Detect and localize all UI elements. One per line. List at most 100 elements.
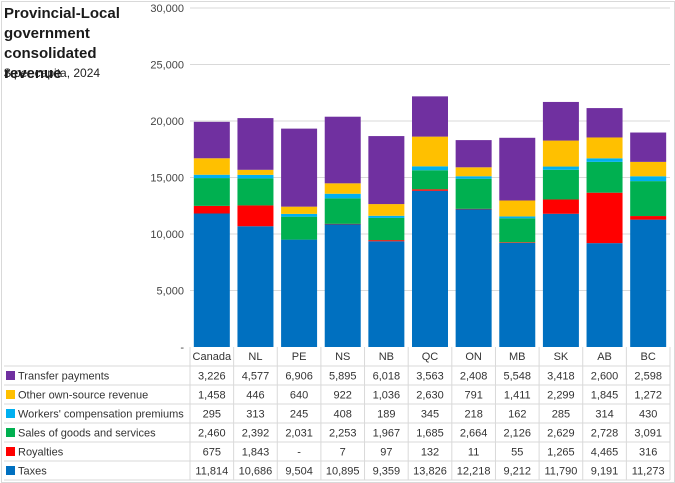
y-axis: - 5,000 10,000 15,000 20,000 25,000 30,000 bbox=[150, 3, 184, 354]
y-tick-label: 15,000 bbox=[150, 173, 184, 185]
data-label: 3,563 bbox=[416, 371, 444, 383]
bar-segment-sales-of-goods-and-services bbox=[586, 161, 623, 193]
legend-swatch-sales-of-goods-and-services bbox=[6, 428, 15, 437]
legend-swatch-transfer-payments bbox=[6, 371, 15, 380]
data-label: 162 bbox=[508, 409, 526, 421]
bar-segment-other-own-source-revenue bbox=[542, 140, 579, 167]
data-label: 9,191 bbox=[591, 466, 619, 478]
bar-segment-other-own-source-revenue bbox=[237, 169, 274, 175]
bar-segment-other-own-source-revenue bbox=[499, 200, 536, 217]
bar-segment-transfer-payments bbox=[499, 137, 536, 201]
category-label: AB bbox=[597, 351, 612, 363]
data-label: 3,418 bbox=[547, 371, 575, 383]
bar-segment-transfer-payments bbox=[586, 108, 623, 138]
bar-segment-other-own-source-revenue bbox=[281, 206, 318, 214]
bar-segment-sales-of-goods-and-services bbox=[237, 178, 274, 206]
data-label: 13,826 bbox=[413, 466, 447, 478]
data-label: 345 bbox=[421, 409, 439, 421]
bars bbox=[193, 96, 667, 347]
data-label: 1,685 bbox=[416, 428, 444, 440]
data-label: 97 bbox=[380, 447, 392, 459]
bar-segment-workers-compensation-premiums bbox=[368, 215, 405, 218]
bar-segment-workers-compensation-premiums bbox=[586, 158, 623, 162]
bar-segment-taxes bbox=[412, 190, 448, 347]
bar-segment-taxes bbox=[630, 219, 667, 347]
data-label: 1,265 bbox=[547, 447, 575, 459]
bar-segment-transfer-payments bbox=[412, 96, 448, 137]
data-label: 430 bbox=[639, 409, 657, 421]
data-label: 2,408 bbox=[460, 371, 488, 383]
legend-label-sales-of-goods-and-services: Sales of goods and services bbox=[18, 428, 156, 440]
bar-segment-workers-compensation-premiums bbox=[237, 174, 274, 179]
data-label: 1,458 bbox=[198, 390, 226, 402]
bar-stack-mb bbox=[499, 137, 536, 347]
legend-swatch-taxes bbox=[6, 466, 15, 475]
data-table: Canada NL PE NS NB QC ON MB SK AB BC Transfer payme… bbox=[4, 347, 671, 481]
data-label: 3,226 bbox=[198, 371, 226, 383]
data-label: 314 bbox=[595, 409, 613, 421]
data-label: 5,895 bbox=[329, 371, 357, 383]
data-label: 5,548 bbox=[504, 371, 532, 383]
chart-subtitle: $ per capita, 2024 bbox=[4, 66, 101, 80]
category-label: SK bbox=[554, 351, 569, 363]
legend-swatch-workers-compensation-premiums bbox=[6, 409, 15, 418]
data-label: 285 bbox=[552, 409, 570, 421]
data-label: 9,212 bbox=[504, 466, 532, 478]
data-label: 3,091 bbox=[634, 428, 662, 440]
data-label: 11 bbox=[468, 447, 479, 459]
data-label: 640 bbox=[290, 390, 308, 402]
data-label: 55 bbox=[511, 447, 523, 459]
bar-segment-workers-compensation-premiums bbox=[542, 166, 579, 170]
bar-segment-other-own-source-revenue bbox=[455, 167, 492, 177]
data-label: 10,895 bbox=[326, 466, 360, 478]
bar-segment-transfer-payments bbox=[542, 101, 579, 141]
y-tick-label: 10,000 bbox=[150, 229, 184, 241]
bar-stack-ab bbox=[586, 108, 623, 347]
data-label: 4,465 bbox=[591, 447, 619, 459]
data-label: 1,967 bbox=[373, 428, 401, 440]
data-label: - bbox=[297, 447, 301, 459]
data-label: 2,126 bbox=[504, 428, 532, 440]
bar-segment-taxes bbox=[455, 208, 492, 347]
bar-stack-sk bbox=[542, 101, 579, 347]
bar-segment-royalties bbox=[455, 208, 492, 210]
bar-segment-sales-of-goods-and-services bbox=[324, 198, 361, 224]
data-label: 12,218 bbox=[457, 466, 491, 478]
bar-segment-transfer-payments bbox=[193, 121, 230, 159]
bar-segment-royalties bbox=[499, 242, 536, 243]
legend-swatch-royalties bbox=[6, 447, 15, 456]
data-label: 2,392 bbox=[242, 428, 270, 440]
category-label: Canada bbox=[193, 351, 232, 363]
bar-segment-royalties bbox=[586, 192, 623, 244]
bar-segment-taxes bbox=[237, 226, 274, 347]
category-label: NB bbox=[379, 351, 394, 363]
data-label: 2,253 bbox=[329, 428, 357, 440]
data-label: 2,664 bbox=[460, 428, 488, 440]
category-label: QC bbox=[422, 351, 439, 363]
bar-segment-workers-compensation-premiums bbox=[281, 213, 318, 217]
data-label: 313 bbox=[246, 409, 264, 421]
y-tick-label: - bbox=[180, 342, 184, 354]
bar-segment-workers-compensation-premiums bbox=[193, 174, 230, 179]
bar-segment-other-own-source-revenue bbox=[586, 137, 623, 159]
legend-label-other-own-source-revenue: Other own-source revenue bbox=[18, 390, 148, 402]
bar-segment-transfer-payments bbox=[324, 116, 361, 184]
data-label: 1,843 bbox=[242, 447, 270, 459]
chart-title: Provincial-Local government consolidated… bbox=[4, 5, 120, 82]
y-tick-label: 5,000 bbox=[156, 286, 184, 298]
data-label: 6,018 bbox=[373, 371, 401, 383]
bar-segment-royalties bbox=[542, 199, 579, 214]
data-label: 1,272 bbox=[634, 390, 662, 402]
data-label: 2,629 bbox=[547, 428, 575, 440]
bar-segment-royalties bbox=[237, 205, 274, 227]
bar-segment-royalties bbox=[412, 189, 448, 191]
bar-segment-workers-compensation-premiums bbox=[499, 216, 536, 219]
legend-swatch-other-own-source-revenue bbox=[6, 390, 15, 399]
data-label: 408 bbox=[334, 409, 352, 421]
data-label: 11,814 bbox=[195, 466, 228, 478]
data-label: 446 bbox=[246, 390, 264, 402]
data-label: 2,728 bbox=[591, 428, 619, 440]
data-label: 295 bbox=[203, 409, 221, 421]
bar-segment-taxes bbox=[542, 213, 579, 347]
